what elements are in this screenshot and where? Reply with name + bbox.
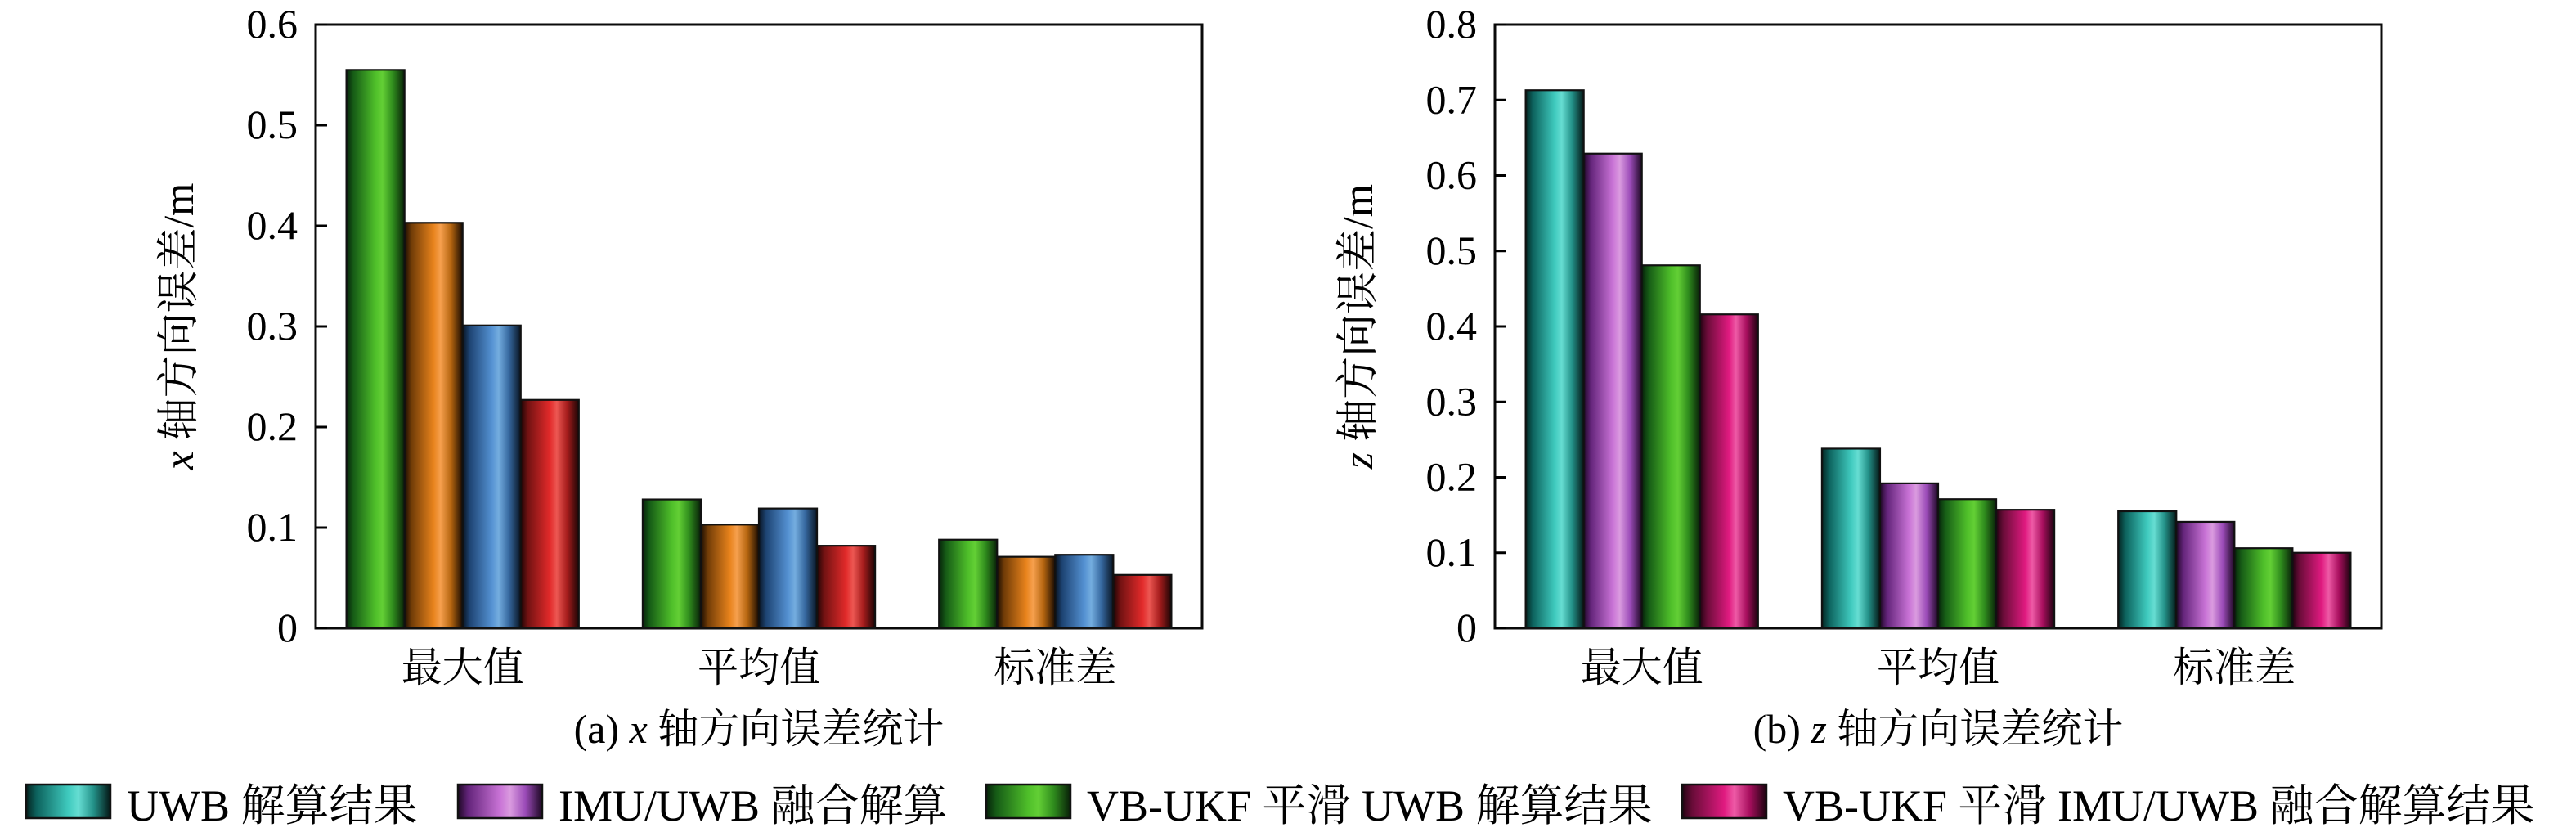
svg-text:VB-UKF 平滑 UWB 解算结果: VB-UKF 平滑 UWB 解算结果 xyxy=(1087,781,1653,828)
svg-text:标准差: 标准差 xyxy=(994,645,1116,690)
svg-text:UWB 解算结果: UWB 解算结果 xyxy=(127,781,417,828)
svg-text:IMU/UWB 融合解算: IMU/UWB 融合解算 xyxy=(559,781,947,828)
svg-text:(a) x 轴方向误差统计: (a) x 轴方向误差统计 xyxy=(574,706,945,752)
svg-text:最大值: 最大值 xyxy=(402,645,524,690)
svg-text:0.3: 0.3 xyxy=(1426,378,1478,424)
svg-text:VB-UKF 平滑 IMU/UWB 融合解算结果: VB-UKF 平滑 IMU/UWB 融合解算结果 xyxy=(1783,781,2535,828)
svg-text:0: 0 xyxy=(1456,605,1477,650)
svg-text:0.1: 0.1 xyxy=(1426,529,1478,575)
svg-text:0: 0 xyxy=(277,605,298,650)
svg-text:0.2: 0.2 xyxy=(247,403,298,449)
svg-text:0.5: 0.5 xyxy=(1426,227,1478,273)
svg-text:0.5: 0.5 xyxy=(247,101,298,147)
svg-text:0.6: 0.6 xyxy=(247,1,298,47)
svg-text:0.7: 0.7 xyxy=(1426,76,1478,122)
svg-text:0.4: 0.4 xyxy=(247,202,298,248)
svg-text:平均值: 平均值 xyxy=(1877,645,1999,690)
svg-text:x 轴方向误差/m: x 轴方向误差/m xyxy=(156,183,203,471)
svg-text:0.2: 0.2 xyxy=(1426,454,1478,500)
svg-text:标准差: 标准差 xyxy=(2173,645,2296,690)
svg-text:0.8: 0.8 xyxy=(1426,1,1478,47)
svg-text:0.3: 0.3 xyxy=(247,303,298,349)
svg-text:(b) z 轴方向误差统计: (b) z 轴方向误差统计 xyxy=(1753,706,2124,752)
svg-text:平均值: 平均值 xyxy=(698,645,820,690)
svg-text:z 轴方向误差/m: z 轴方向误差/m xyxy=(1335,184,1382,470)
svg-text:0.6: 0.6 xyxy=(1426,152,1478,198)
svg-text:0.1: 0.1 xyxy=(247,504,298,550)
svg-text:0.4: 0.4 xyxy=(1426,303,1478,349)
svg-text:最大值: 最大值 xyxy=(1581,645,1703,690)
